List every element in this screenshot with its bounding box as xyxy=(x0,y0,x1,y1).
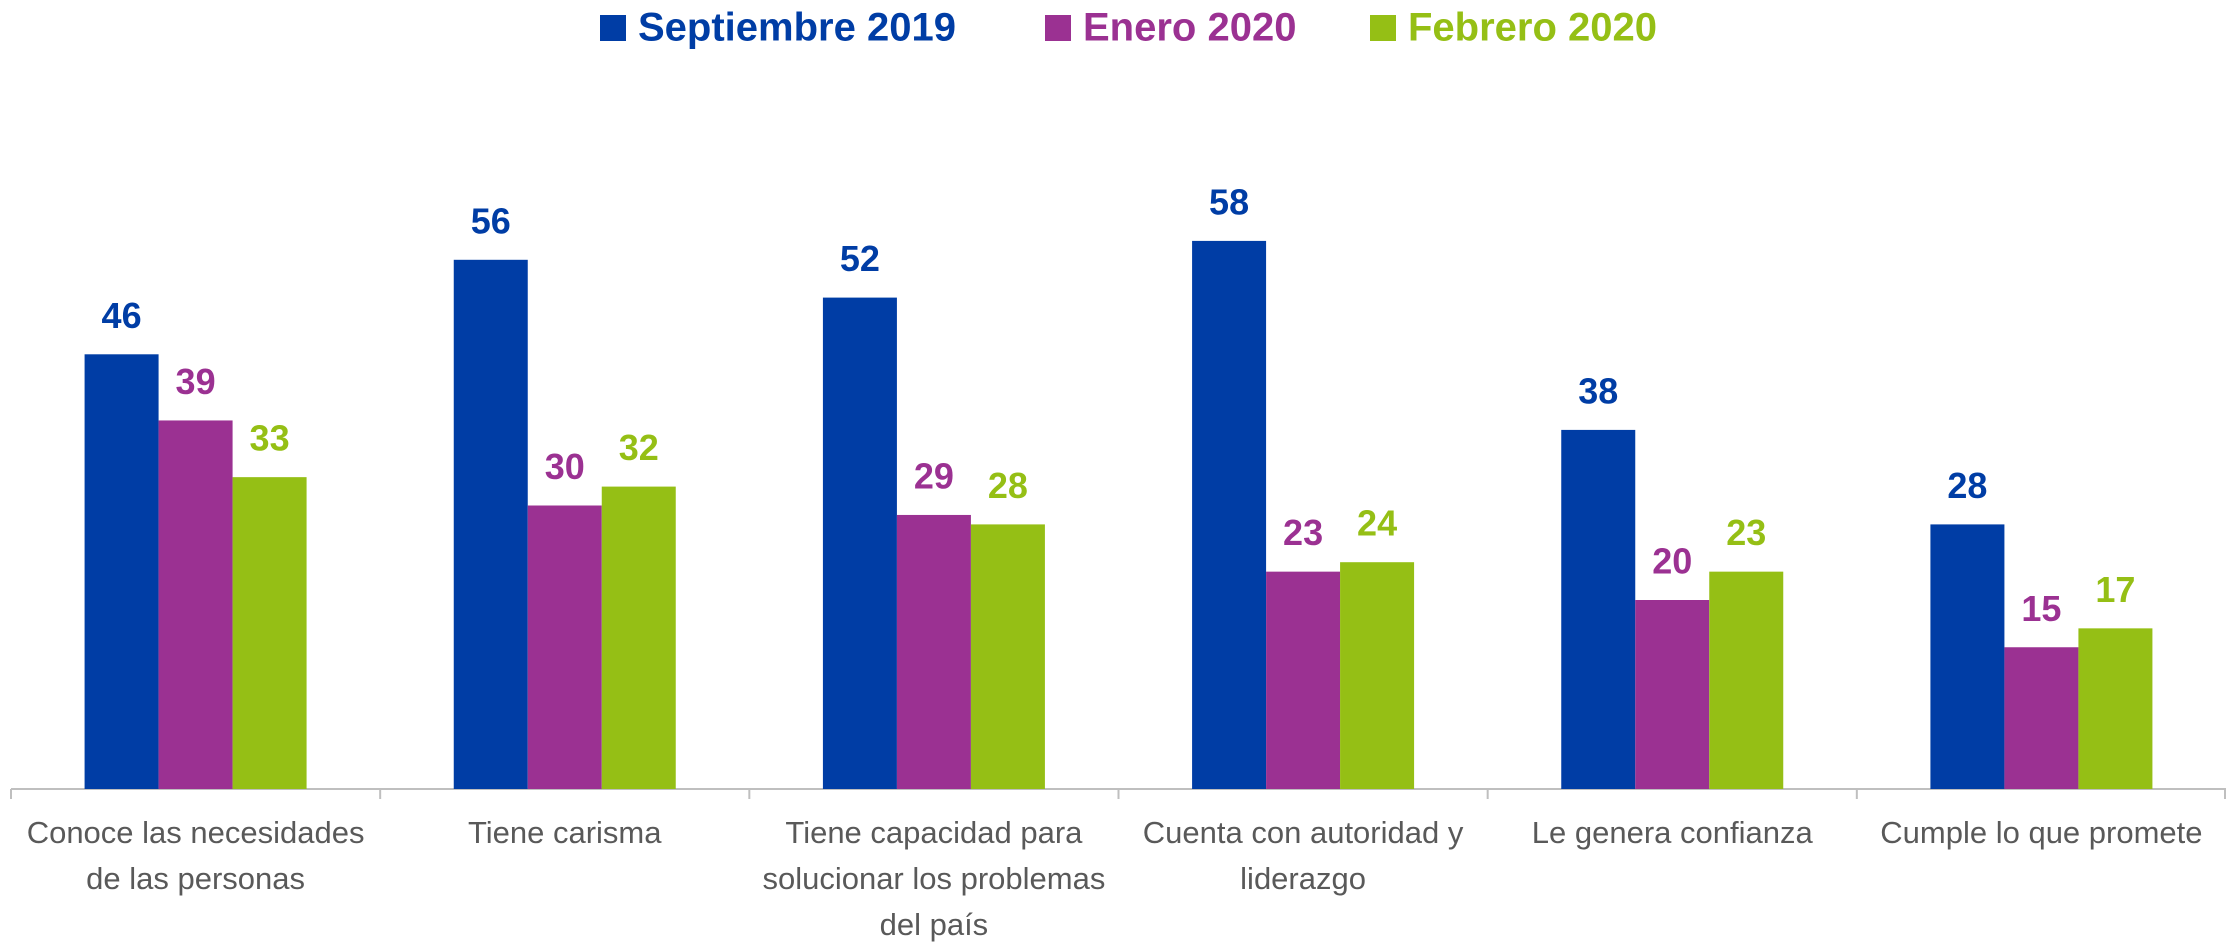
data-label: 58 xyxy=(1209,181,1249,222)
legend-swatch xyxy=(1370,15,1396,41)
x-tick-label: Tiene carisma xyxy=(467,815,662,850)
bar xyxy=(1340,562,1415,789)
data-label: 30 xyxy=(545,446,585,487)
bar xyxy=(232,477,307,789)
x-tick-label: Conoce las necesidades de las personas xyxy=(26,815,365,896)
legend-label: Febrero 2020 xyxy=(1408,6,1657,50)
data-label: 28 xyxy=(1947,465,1987,506)
bar xyxy=(527,505,602,789)
data-label: 24 xyxy=(1357,503,1397,544)
bar xyxy=(1561,429,1636,789)
data-label: 38 xyxy=(1578,370,1618,411)
legend-swatch xyxy=(1045,15,1071,41)
x-tick-label: Tiene capacidad para solucionar los prob… xyxy=(762,815,1106,942)
legend-label: Septiembre 2019 xyxy=(638,6,956,50)
x-tick-label: Cumple lo que promete xyxy=(1880,815,2203,850)
x-tick-label: Cuenta con autoridad y liderazgo xyxy=(1142,815,1464,896)
x-tick-label: Le genera confianza xyxy=(1531,815,1813,850)
bar xyxy=(1635,600,1710,789)
data-label: 39 xyxy=(176,361,216,402)
bar xyxy=(896,514,971,789)
data-label: 33 xyxy=(250,418,290,459)
data-label: 46 xyxy=(102,295,142,336)
data-label: 32 xyxy=(619,427,659,468)
data-label: 17 xyxy=(2095,569,2135,610)
bar xyxy=(1266,571,1341,789)
bar xyxy=(84,354,159,789)
bar xyxy=(1930,524,2005,789)
bar xyxy=(158,420,233,789)
bar xyxy=(822,297,897,789)
data-label: 23 xyxy=(1726,512,1766,553)
legend-swatch xyxy=(600,15,626,41)
bar xyxy=(2004,647,2079,789)
bar xyxy=(601,486,676,789)
bar xyxy=(1709,571,1784,789)
bar xyxy=(453,259,528,789)
data-label: 52 xyxy=(840,238,880,279)
bar xyxy=(1192,240,1267,789)
bar xyxy=(2078,628,2153,789)
data-label: 56 xyxy=(471,200,511,241)
data-label: 29 xyxy=(914,455,954,496)
legend-label: Enero 2020 xyxy=(1083,6,1296,50)
data-label: 15 xyxy=(2021,588,2061,629)
data-label: 20 xyxy=(1652,541,1692,582)
data-label: 28 xyxy=(988,465,1028,506)
data-label: 23 xyxy=(1283,512,1323,553)
bar xyxy=(970,524,1045,789)
